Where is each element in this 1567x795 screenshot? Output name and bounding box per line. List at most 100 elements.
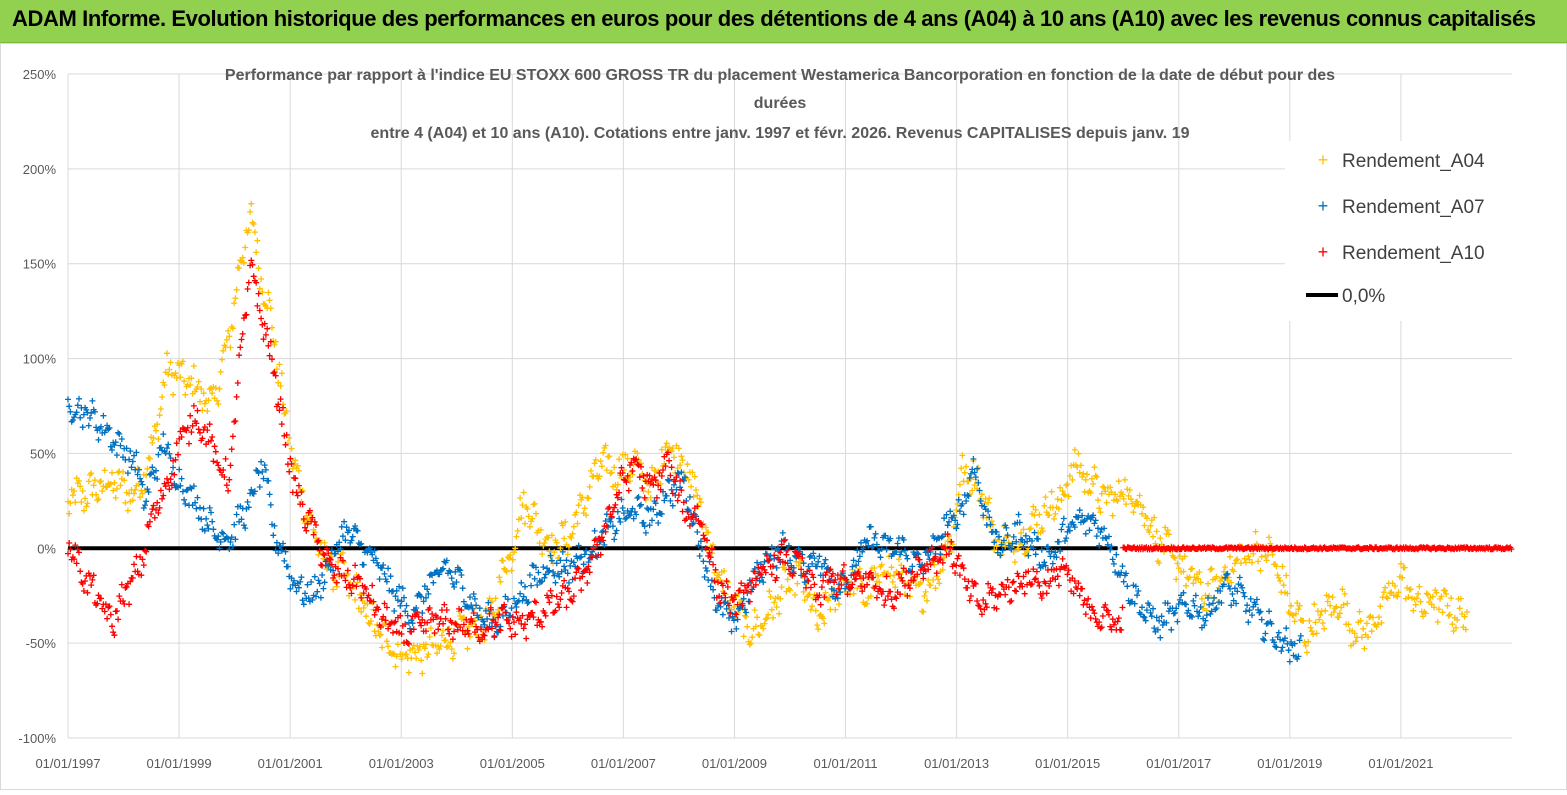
point-rendement-a04: [1222, 564, 1229, 571]
point-rendement-a10: [1081, 597, 1088, 604]
point-rendement-a07: [695, 542, 702, 549]
point-rendement-a10: [507, 625, 514, 632]
point-rendement-a07: [138, 478, 145, 485]
point-rendement-a10: [1021, 590, 1028, 597]
point-rendement-a10: [363, 586, 370, 592]
point-rendement-a07: [245, 504, 252, 511]
point-rendement-a04: [1079, 473, 1086, 480]
point-rendement-a04: [1052, 510, 1059, 517]
point-rendement-a04: [522, 520, 528, 527]
point-rendement-a04: [1429, 593, 1436, 600]
point-rendement-a07: [526, 572, 533, 578]
point-rendement-a07: [677, 484, 684, 491]
point-rendement-a04: [920, 608, 927, 615]
point-rendement-a04: [440, 627, 447, 634]
point-rendement-a10: [848, 584, 855, 591]
point-rendement-a04: [254, 237, 261, 244]
point-rendement-a07: [282, 548, 289, 555]
point-rendement-a10: [652, 477, 659, 484]
point-rendement-a07: [1262, 630, 1269, 637]
point-rendement-a04: [1197, 579, 1204, 586]
point-rendement-a04: [649, 464, 655, 471]
point-rendement-a04: [969, 487, 976, 494]
point-rendement-a10: [357, 575, 363, 582]
point-rendement-a04: [82, 495, 89, 502]
point-rendement-a04: [801, 597, 808, 604]
point-rendement-a10: [414, 609, 421, 616]
point-rendement-a04: [80, 507, 87, 514]
point-rendement-a10: [579, 573, 586, 580]
point-rendement-a07: [181, 496, 188, 503]
point-rendement-a04: [795, 562, 802, 569]
point-rendement-a07: [997, 552, 1004, 559]
point-rendement-a10: [508, 633, 515, 640]
point-rendement-a07: [144, 486, 151, 493]
point-rendement-a07: [1168, 626, 1175, 633]
point-rendement-a04: [1109, 512, 1116, 519]
point-rendement-a10: [690, 510, 697, 517]
point-rendement-a10: [317, 561, 324, 568]
point-rendement-a10: [837, 575, 844, 582]
point-rendement-a04: [132, 486, 139, 493]
point-rendement-a04: [895, 556, 902, 563]
point-rendement-a10: [732, 592, 739, 599]
point-rendement-a07: [76, 395, 82, 402]
point-rendement-a10: [167, 476, 174, 483]
point-rendement-a07: [451, 584, 458, 590]
point-rendement-a10: [961, 576, 968, 583]
point-rendement-a04: [1164, 527, 1171, 534]
point-rendement-a07: [700, 558, 707, 565]
point-rendement-a07: [1118, 569, 1125, 576]
point-rendement-a07: [1030, 545, 1037, 552]
point-rendement-a04: [1175, 565, 1182, 572]
point-rendement-a04: [398, 656, 405, 663]
point-rendement-a04: [959, 452, 966, 459]
point-rendement-a10: [844, 591, 851, 598]
point-rendement-a10: [552, 607, 559, 614]
point-rendement-a04: [124, 507, 131, 514]
point-rendement-a07: [915, 551, 922, 558]
point-rendement-a10: [126, 601, 133, 608]
point-rendement-a10: [761, 566, 768, 573]
point-rendement-a10: [101, 608, 108, 615]
point-rendement-a07: [1151, 625, 1158, 632]
point-rendement-a10: [592, 552, 599, 559]
point-rendement-a07: [630, 515, 637, 522]
point-rendement-a04: [778, 584, 785, 591]
point-rendement-a10: [98, 595, 104, 602]
point-rendement-a04: [283, 408, 290, 415]
point-rendement-a04: [426, 633, 433, 640]
point-rendement-a10: [358, 594, 365, 601]
point-rendement-a07: [926, 556, 933, 563]
point-rendement-a10: [220, 467, 227, 473]
point-rendement-a07: [531, 575, 538, 582]
point-rendement-a07: [1042, 562, 1049, 569]
point-rendement-a04: [385, 643, 392, 650]
point-rendement-a10: [974, 598, 981, 604]
point-rendement-a07: [469, 605, 476, 612]
point-rendement-a07: [518, 579, 525, 586]
point-rendement-a07: [266, 491, 273, 498]
point-rendement-a10: [300, 516, 307, 522]
point-rendement-a10: [360, 590, 367, 597]
point-rendement-a10: [491, 633, 498, 639]
point-rendement-a10: [226, 476, 233, 483]
point-rendement-a07: [559, 548, 566, 555]
point-rendement-a07: [952, 517, 959, 524]
point-rendement-a10: [71, 556, 78, 563]
point-rendement-a04: [961, 469, 968, 476]
point-rendement-a04: [137, 494, 144, 501]
point-rendement-a04: [921, 593, 928, 599]
point-rendement-a04: [332, 578, 339, 585]
point-rendement-a04: [1302, 642, 1309, 649]
x-tick-label: 01/01/1997: [35, 756, 100, 771]
point-rendement-a07: [109, 447, 115, 453]
point-rendement-a04: [1304, 649, 1310, 656]
point-rendement-a04: [451, 650, 458, 657]
point-rendement-a10: [795, 553, 802, 560]
point-rendement-a07: [1113, 551, 1120, 558]
point-rendement-a07: [1201, 622, 1208, 629]
point-rendement-a04: [1293, 610, 1299, 617]
point-rendement-a07: [1163, 619, 1170, 626]
point-rendement-a04: [1329, 594, 1336, 601]
